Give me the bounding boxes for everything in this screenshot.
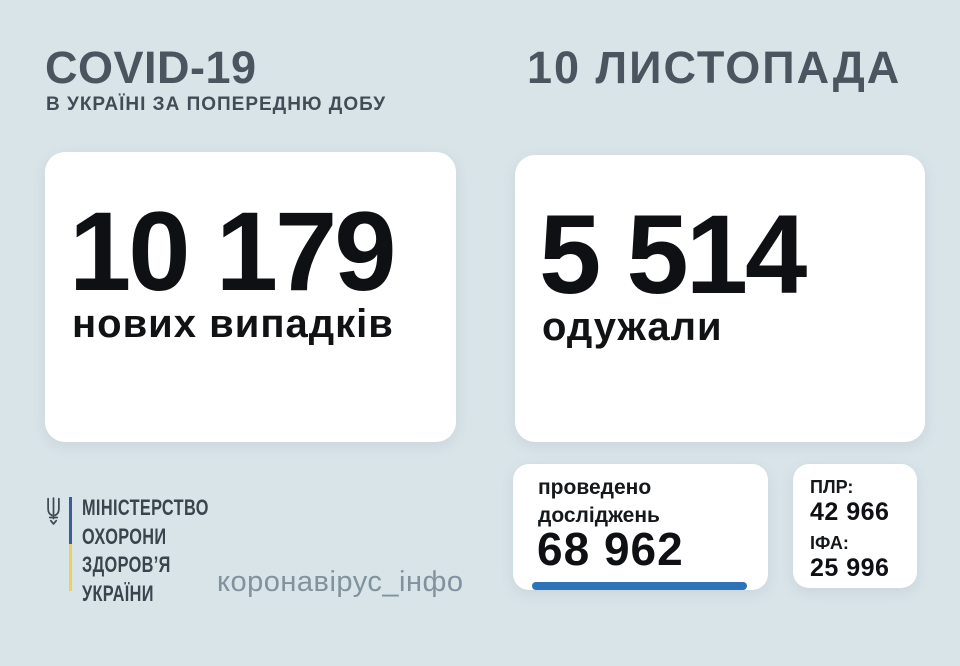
recovered-value: 5 514 xyxy=(539,192,807,317)
flag-divider-bar xyxy=(69,497,72,591)
blue-underline-bar xyxy=(532,582,747,590)
new-cases-value: 10 179 xyxy=(69,189,397,314)
pcr-value: 42 966 xyxy=(810,498,890,526)
tests-label-line1: проведено xyxy=(538,476,652,499)
elisa-label: ІФА: xyxy=(810,533,849,553)
new-cases-card: 10 179 нових випадків xyxy=(45,152,456,442)
tests-card: проведено досліджень 68 962 xyxy=(513,464,768,590)
pcr-label: ПЛР: xyxy=(810,477,854,497)
lab-tests-content: ПЛР: 42 966 ІФА: 25 996 xyxy=(810,476,889,588)
ministry-line: МІНІСТЕРСТВО xyxy=(82,495,209,520)
lab-tests-card: ПЛР: 42 966 ІФА: 25 996 xyxy=(793,464,917,588)
report-date: 10 ЛИСТОПАДА xyxy=(527,42,902,93)
ministry-name: МІНІСТЕРСТВО ОХОРОНИ ЗДОРОВ’Я УКРАЇНИ xyxy=(82,494,209,608)
tests-label: проведено досліджень xyxy=(538,474,660,530)
ministry-line: УКРАЇНИ xyxy=(82,580,154,606)
page-title: COVID-19 xyxy=(45,42,257,93)
ministry-line: ОХОРОНИ xyxy=(82,523,167,549)
recovered-card: 5 514 одужали xyxy=(515,155,925,442)
new-cases-label: нових випадків xyxy=(72,302,394,346)
social-handle: коронавірус_інфо xyxy=(217,566,464,598)
tests-value: 68 962 xyxy=(537,523,684,575)
trident-icon xyxy=(47,497,60,525)
tests-label-line2: досліджень xyxy=(538,504,660,527)
elisa-value: 25 996 xyxy=(810,554,890,582)
page-subtitle: В УКРАЇНІ ЗА ПОПЕРЕДНЮ ДОБУ xyxy=(46,94,387,115)
recovered-label: одужали xyxy=(542,305,723,349)
ministry-line: ЗДОРОВ’Я xyxy=(82,552,171,577)
